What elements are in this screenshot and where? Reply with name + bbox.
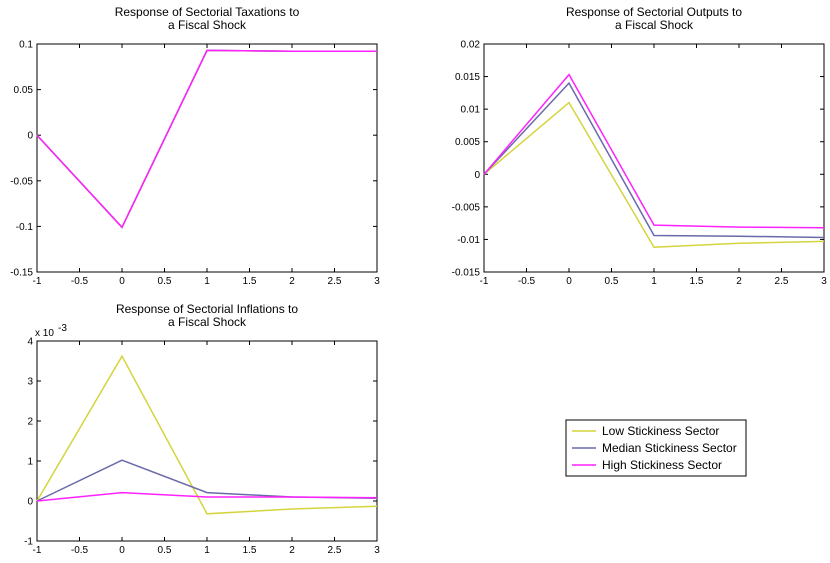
legend-label: Median Stickiness Sector xyxy=(602,441,737,455)
x-tick-label: 1.5 xyxy=(243,545,257,556)
legend-label: Low Stickiness Sector xyxy=(602,424,719,438)
y-tick-label: 0.05 xyxy=(14,85,34,96)
x-tick-label: 3 xyxy=(821,276,827,287)
y-axis-multiplier: x 10 xyxy=(35,328,54,339)
y-tick-label: 0 xyxy=(27,497,33,508)
plot-area-3 xyxy=(36,340,378,542)
x-tick-label: 0.5 xyxy=(158,545,172,556)
series-line-low xyxy=(36,354,378,515)
x-tick-label: 1 xyxy=(204,545,210,556)
series-line-median xyxy=(483,81,825,239)
y-tick-label: -0.01 xyxy=(457,235,480,246)
y-tick-label: 1 xyxy=(27,457,33,468)
y-tick-label: 0 xyxy=(27,131,33,142)
y-tick-label: 0.005 xyxy=(455,137,480,148)
x-tick-label: 1.5 xyxy=(243,276,257,287)
y-tick-label: 0 xyxy=(474,170,480,181)
series-line-high xyxy=(483,73,825,229)
x-tick-label: 3 xyxy=(374,276,380,287)
x-tick-label: 0 xyxy=(119,545,125,556)
x-tick-label: 2 xyxy=(736,276,742,287)
y-tick-label: -0.015 xyxy=(452,268,481,279)
y-tick-label: 3 xyxy=(27,377,33,388)
chart-title-line: Response of Sectorial Inflations to xyxy=(116,302,298,316)
y-tick-label: -0.05 xyxy=(10,176,33,187)
x-tick-label: 0.5 xyxy=(605,276,619,287)
y-tick-label: 0.015 xyxy=(455,72,480,83)
y-tick-label: 0.01 xyxy=(461,105,481,116)
series-line-high xyxy=(36,49,377,229)
chart-title-line: Response of Sectorial Outputs to xyxy=(566,5,742,19)
x-tick-label: 0.5 xyxy=(158,276,172,287)
y-tick-label: -0.15 xyxy=(10,268,33,279)
y-tick-label: 4 xyxy=(27,337,33,348)
x-tick-label: -1 xyxy=(33,276,42,287)
x-tick-label: -0.5 xyxy=(518,276,536,287)
x-tick-label: 1 xyxy=(651,276,657,287)
x-tick-label: -0.5 xyxy=(71,545,89,556)
x-tick-label: 0 xyxy=(119,276,125,287)
x-tick-label: 2.5 xyxy=(328,545,342,556)
x-tick-label: 3 xyxy=(374,545,380,556)
x-tick-label: 1.5 xyxy=(690,276,704,287)
x-tick-label: 1 xyxy=(204,276,210,287)
legend-label: High Stickiness Sector xyxy=(602,458,722,472)
series-line-low xyxy=(483,101,825,248)
y-axis-multiplier-exponent: -3 xyxy=(58,323,67,334)
y-tick-label: 0.1 xyxy=(19,40,33,51)
x-tick-label: 2.5 xyxy=(775,276,789,287)
y-tick-label: -1 xyxy=(24,537,33,548)
y-tick-label: -0.1 xyxy=(16,222,34,233)
chart-title-line: Response of Sectorial Taxations to xyxy=(115,5,300,19)
x-tick-label: 2.5 xyxy=(328,276,342,287)
x-tick-label: 2 xyxy=(289,545,295,556)
y-tick-label: 2 xyxy=(27,417,33,428)
series-line-high xyxy=(36,491,378,502)
y-tick-label: -0.005 xyxy=(452,202,481,213)
x-tick-label: -0.5 xyxy=(71,276,89,287)
plot-area-1 xyxy=(36,43,378,273)
chart-title-line: a Fiscal Shock xyxy=(168,315,247,329)
x-tick-label: -1 xyxy=(33,545,42,556)
x-tick-label: 0 xyxy=(566,276,572,287)
y-tick-label: 0.02 xyxy=(461,40,481,51)
chart-title-line: a Fiscal Shock xyxy=(168,18,247,32)
x-tick-label: 2 xyxy=(289,276,295,287)
plot-area-2 xyxy=(483,43,825,273)
chart-title-line: a Fiscal Shock xyxy=(615,18,694,32)
x-tick-label: -1 xyxy=(480,276,489,287)
